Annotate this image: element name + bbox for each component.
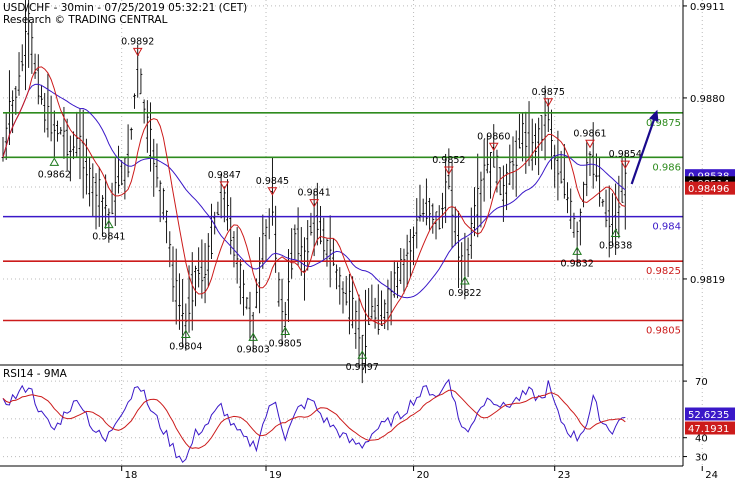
forecast-arrow xyxy=(630,109,659,185)
rsi-title: RSI14 - 9MA xyxy=(3,368,68,380)
level-label: 0.9805 xyxy=(646,325,681,336)
high-marker xyxy=(585,139,595,149)
level-label: 0.986 xyxy=(652,162,681,173)
x-tick-label: 23 xyxy=(558,470,571,480)
price-tag xyxy=(685,181,735,195)
x-tick-label: 24 xyxy=(705,470,718,480)
low-label: 0.9838 xyxy=(599,241,632,252)
low-marker xyxy=(49,157,60,166)
level-label: 0.9825 xyxy=(646,266,681,277)
rsi-y-tick-label: 30 xyxy=(695,453,708,464)
high-marker xyxy=(620,160,631,170)
high-marker xyxy=(309,199,319,208)
y-tick-label: 0.9911 xyxy=(690,2,725,13)
candle-series xyxy=(1,0,627,384)
rsi-value-label: 47.1931 xyxy=(688,424,729,435)
high-label: 0.9861 xyxy=(573,128,606,139)
level-label: 0.9875 xyxy=(646,118,681,129)
low-marker xyxy=(103,219,114,229)
x-tick-label: 19 xyxy=(269,470,282,480)
high-marker xyxy=(443,166,454,176)
high-label: 0.9847 xyxy=(208,170,241,181)
low-marker xyxy=(248,332,259,341)
high-label: 0.9845 xyxy=(256,176,289,187)
high-label: 0.9892 xyxy=(121,36,154,47)
chart-title: USD/CHF - 30min - 07/25/2019 05:32:21 (C… xyxy=(3,2,247,14)
y-tick-label: 0.9819 xyxy=(690,275,725,286)
ma-slow-line xyxy=(2,83,626,299)
rsi-value-label: 52.6235 xyxy=(688,410,729,421)
high-label: 0.9854 xyxy=(609,149,642,160)
high-marker xyxy=(488,142,499,152)
high-marker xyxy=(132,47,143,57)
rsi-line xyxy=(2,378,626,463)
low-label: 0.9805 xyxy=(269,338,302,349)
low-label: 0.9804 xyxy=(169,341,202,352)
low-marker xyxy=(460,276,470,285)
rsi-value-tag xyxy=(685,421,735,435)
forecast-arrow-shaft xyxy=(630,115,657,185)
low-marker xyxy=(572,246,583,255)
low-label: 0.9862 xyxy=(38,169,71,180)
moving-averages xyxy=(2,66,626,325)
y-tick-label: 0.9880 xyxy=(690,94,725,105)
low-label: 0.9803 xyxy=(237,344,270,355)
high-label: 0.9875 xyxy=(532,87,565,98)
low-marker xyxy=(180,329,191,338)
high-label: 0.9860 xyxy=(477,131,510,142)
chart-source: Research © TRADING CENTRAL xyxy=(3,14,168,26)
low-marker xyxy=(610,228,621,238)
high-label: 0.9841 xyxy=(298,188,331,199)
rsi-y-tick-label: 40 xyxy=(695,434,708,445)
price-tag-label: 0.98496 xyxy=(688,184,729,195)
high-marker xyxy=(267,187,278,196)
peak-markers: 0.9892 0.9847 0.9845 0.9841 0.9852 0.9860 0.98… xyxy=(38,36,642,373)
high-marker xyxy=(219,181,230,190)
rsi-panel xyxy=(2,378,626,463)
low-label: 0.9832 xyxy=(561,258,594,269)
rsi-ma-line xyxy=(2,389,626,449)
low-marker xyxy=(280,326,291,335)
rsi-y-tick-label: 70 xyxy=(695,377,708,388)
high-marker xyxy=(543,98,554,107)
low-label: 0.9797 xyxy=(346,362,379,373)
high-label: 0.9852 xyxy=(432,155,465,166)
low-label: 0.9822 xyxy=(448,288,481,299)
ma-fast-line xyxy=(2,66,626,325)
low-marker xyxy=(357,350,368,359)
forecast-arrow-head xyxy=(649,109,659,122)
rsi-value-tag xyxy=(685,407,735,421)
level-label: 0.984 xyxy=(652,222,681,233)
x-tick-label: 18 xyxy=(125,470,138,480)
x-tick-label: 20 xyxy=(417,470,430,480)
grid xyxy=(3,0,703,466)
low-label: 0.9841 xyxy=(92,232,125,243)
